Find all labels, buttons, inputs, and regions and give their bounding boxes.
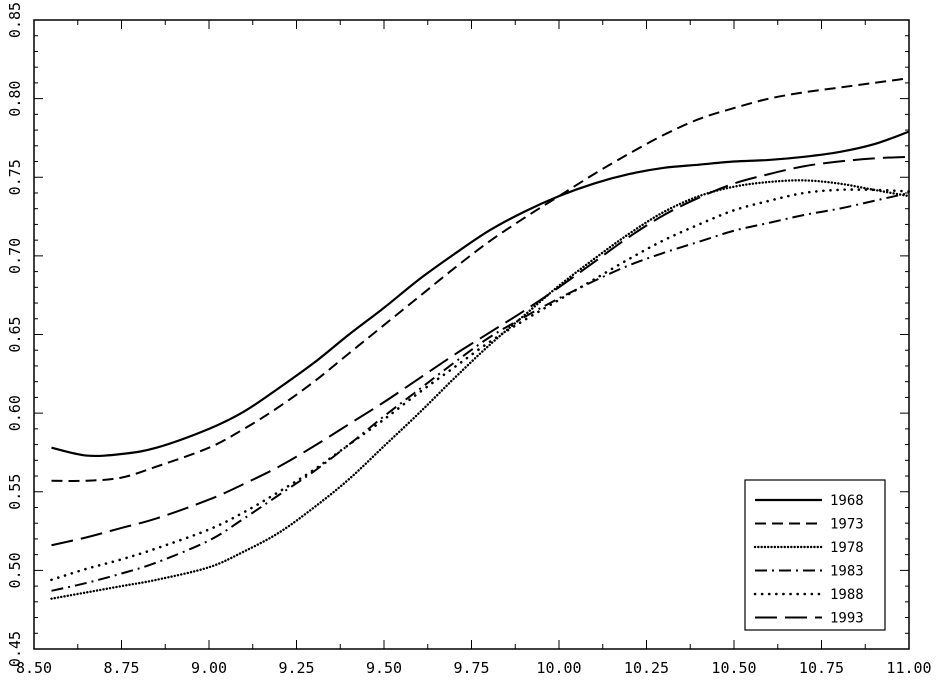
y-tick-label: 0.70 <box>6 238 24 274</box>
legend-label: 1968 <box>830 493 864 509</box>
y-tick-label: 0.50 <box>6 552 24 588</box>
legend-box <box>744 479 886 631</box>
legend-label: 1973 <box>830 517 864 533</box>
series-line-1968 <box>51 130 910 458</box>
x-tick-label: 9.75 <box>453 659 489 677</box>
x-tick-label: 9.25 <box>278 659 314 677</box>
x-tick-label: 9.50 <box>366 659 402 677</box>
x-tick-label: 10.75 <box>799 659 844 677</box>
legend-label: 1983 <box>830 564 864 580</box>
y-tick-labels: 0.45 0.50 0.55 0.60 0.65 0.70 0.75 0.80 0.85 <box>6 2 24 667</box>
x-tick-label: 8.50 <box>16 659 52 677</box>
x-tick-label: 9.00 <box>191 659 227 677</box>
series-line-1973 <box>51 77 910 482</box>
legend-label: 1978 <box>830 540 864 556</box>
x-tick-label: 10.50 <box>711 659 756 677</box>
x-tick-label: 10.25 <box>624 659 669 677</box>
x-tick-label: 10.00 <box>536 659 581 677</box>
series-line-1978 <box>50 179 911 600</box>
y-tick-label: 0.60 <box>6 395 24 431</box>
axis-ticks <box>33 19 910 650</box>
series-line-1988 <box>50 188 911 582</box>
legend-label: 1993 <box>830 611 864 627</box>
series-line-1983 <box>51 192 910 592</box>
y-tick-label: 0.85 <box>6 2 24 38</box>
x-tick-labels: 8.50 8.75 9.00 9.25 9.50 9.75 10.00 10.25 10.50 1… <box>16 659 932 677</box>
y-tick-label: 0.80 <box>6 81 24 117</box>
y-tick-label: 0.75 <box>6 159 24 195</box>
legend: 1968 1973 1978 1983 1988 1993 <box>744 479 886 631</box>
series-line-1993 <box>51 155 910 547</box>
legend-label: 1988 <box>830 587 864 603</box>
y-tick-label: 0.55 <box>6 474 24 510</box>
x-tick-label: 8.75 <box>103 659 139 677</box>
x-tick-label: 11.00 <box>886 659 931 677</box>
series-lines <box>50 77 911 600</box>
y-tick-label: 0.65 <box>6 316 24 352</box>
y-tick-label: 0.45 <box>6 631 24 667</box>
